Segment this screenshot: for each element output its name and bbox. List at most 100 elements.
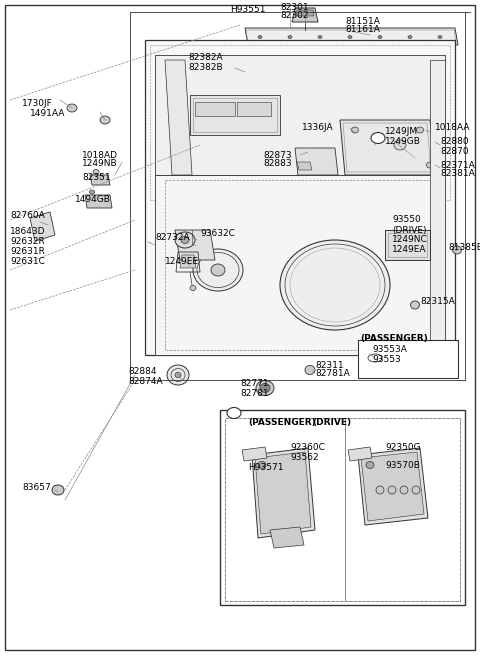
Bar (195, 102, 235, 116)
Polygon shape (165, 60, 192, 175)
Text: 82382B: 82382B (188, 64, 223, 73)
Polygon shape (245, 28, 458, 45)
Text: 82732A: 82732A (155, 234, 190, 243)
Ellipse shape (388, 486, 396, 494)
Text: 93550: 93550 (392, 216, 421, 224)
Text: (DRIVE): (DRIVE) (392, 226, 427, 234)
Ellipse shape (378, 35, 382, 39)
Text: 92360C: 92360C (290, 443, 325, 453)
Polygon shape (270, 527, 304, 548)
Ellipse shape (280, 240, 390, 330)
Text: 81385B: 81385B (448, 243, 480, 253)
Ellipse shape (227, 407, 241, 419)
Text: 82351: 82351 (82, 173, 110, 182)
Ellipse shape (258, 35, 262, 39)
Text: 82884: 82884 (128, 367, 156, 377)
Ellipse shape (408, 35, 412, 39)
Bar (225, 418, 460, 601)
Polygon shape (242, 447, 267, 461)
Ellipse shape (417, 127, 423, 133)
Text: 82873: 82873 (263, 150, 292, 159)
Ellipse shape (258, 462, 266, 468)
Bar (345, 418, 460, 601)
Text: a: a (231, 409, 237, 417)
Text: 82315A: 82315A (420, 298, 455, 306)
Polygon shape (175, 65, 258, 80)
Text: 1249NC: 1249NC (392, 236, 428, 245)
Text: 1491AA: 1491AA (30, 108, 65, 117)
Text: 82781: 82781 (240, 388, 269, 398)
Text: 83657: 83657 (22, 483, 51, 491)
Text: 82883: 82883 (263, 159, 292, 169)
Ellipse shape (190, 285, 196, 291)
Ellipse shape (371, 133, 385, 144)
Ellipse shape (167, 365, 189, 385)
Ellipse shape (89, 190, 95, 194)
Ellipse shape (427, 162, 433, 168)
Polygon shape (252, 448, 315, 538)
Text: 82302: 82302 (280, 12, 309, 20)
Bar (193, 98, 277, 132)
Text: a: a (375, 134, 381, 142)
Ellipse shape (100, 116, 110, 124)
Ellipse shape (288, 35, 292, 39)
Polygon shape (348, 447, 372, 461)
Text: 1249JM: 1249JM (385, 127, 418, 136)
Polygon shape (180, 255, 196, 268)
Text: 93562: 93562 (290, 453, 319, 462)
Text: 82382A: 82382A (188, 54, 223, 62)
Ellipse shape (400, 486, 408, 494)
Text: 92631R: 92631R (10, 247, 45, 256)
Bar (385, 230, 430, 260)
Bar (220, 410, 465, 605)
Ellipse shape (412, 486, 420, 494)
Polygon shape (295, 148, 338, 175)
Text: 1249GB: 1249GB (385, 136, 421, 146)
Text: 82301: 82301 (280, 3, 309, 12)
Ellipse shape (211, 264, 225, 276)
Bar (237, 102, 271, 116)
Polygon shape (30, 212, 55, 241)
Polygon shape (296, 10, 314, 16)
Text: 1249EE: 1249EE (165, 258, 199, 266)
Polygon shape (85, 195, 112, 208)
Ellipse shape (366, 462, 374, 468)
Text: 1730JF: 1730JF (22, 98, 53, 108)
Text: 92350G: 92350G (385, 443, 420, 453)
Ellipse shape (181, 237, 189, 243)
Text: 92631C: 92631C (10, 258, 45, 266)
Polygon shape (430, 60, 445, 355)
Text: 93553A: 93553A (372, 346, 407, 354)
Polygon shape (145, 40, 455, 355)
Text: 82381A: 82381A (440, 169, 475, 178)
Polygon shape (340, 120, 435, 175)
Text: (PASSENGER): (PASSENGER) (360, 333, 428, 342)
Text: 82771: 82771 (240, 379, 269, 388)
Ellipse shape (260, 384, 270, 392)
Bar (225, 418, 345, 601)
Text: 1249NB: 1249NB (82, 159, 118, 169)
Ellipse shape (394, 140, 406, 150)
Bar (388, 233, 427, 257)
Ellipse shape (438, 35, 442, 39)
Text: 81151A: 81151A (345, 18, 380, 26)
Ellipse shape (348, 35, 352, 39)
Ellipse shape (193, 249, 243, 291)
Polygon shape (292, 8, 318, 22)
Ellipse shape (318, 35, 322, 39)
Ellipse shape (175, 373, 181, 377)
Text: 82880: 82880 (440, 138, 468, 146)
Text: (DRIVE): (DRIVE) (312, 417, 351, 426)
Polygon shape (361, 452, 424, 521)
Text: 18643D: 18643D (10, 228, 46, 237)
Text: 82781A: 82781A (315, 369, 350, 379)
Ellipse shape (305, 365, 315, 375)
Text: 82311: 82311 (315, 361, 344, 369)
Text: H93571: H93571 (248, 464, 284, 472)
Text: 93632C: 93632C (200, 228, 235, 237)
Text: 82874A: 82874A (128, 377, 163, 386)
Text: 92632R: 92632R (10, 237, 45, 247)
Ellipse shape (410, 301, 420, 309)
Text: 1249EA: 1249EA (392, 245, 427, 255)
Text: 1018AD: 1018AD (82, 150, 118, 159)
